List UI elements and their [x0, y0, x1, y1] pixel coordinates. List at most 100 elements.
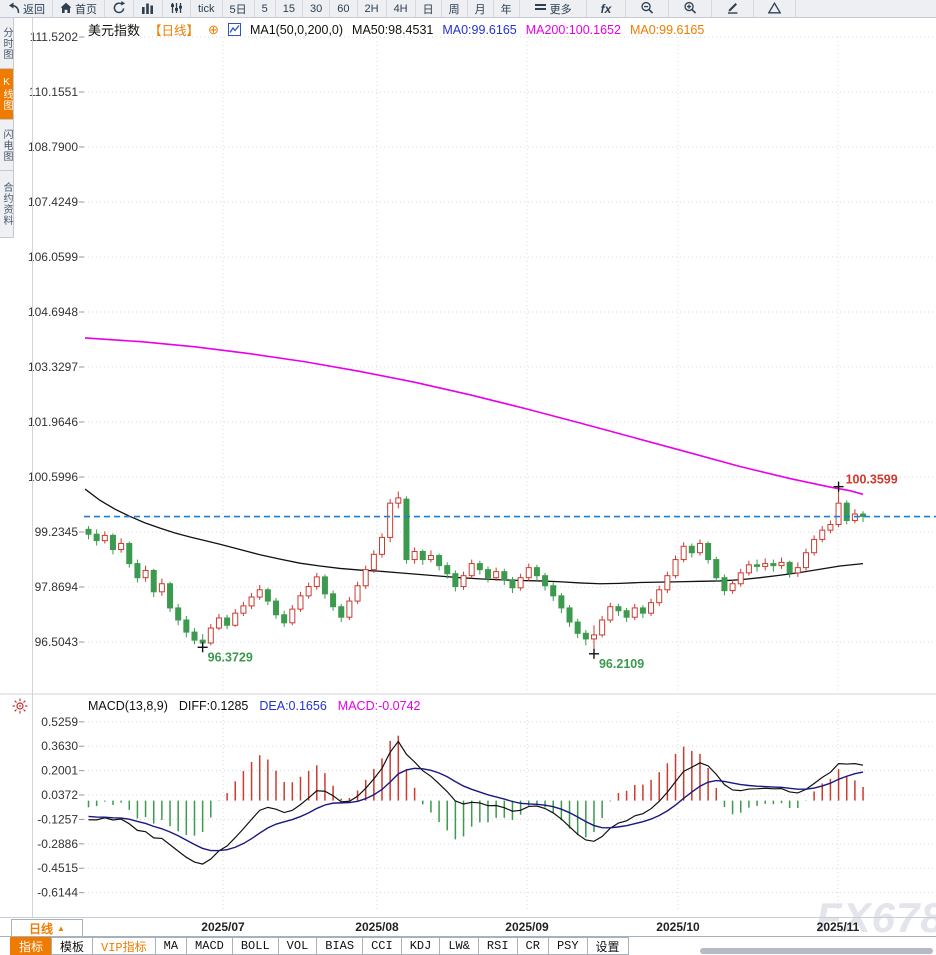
indicator-filter-button[interactable]	[163, 0, 191, 17]
candle-body	[395, 497, 402, 504]
timeframe-month[interactable]: 月	[468, 0, 494, 17]
extreme-annotation: 96.3729	[208, 650, 253, 664]
tab-bias[interactable]: BIAS	[316, 937, 364, 955]
xaxis-label: 2025/10	[656, 920, 700, 934]
add-overlay-icon[interactable]: ⊕	[208, 22, 219, 37]
home-button[interactable]: 首页	[53, 0, 105, 17]
sidebar-item-lightning-chart[interactable]: 闪电图	[0, 120, 13, 171]
zoom-in-icon	[683, 1, 697, 16]
candle-body	[101, 534, 108, 542]
tab-vip-indicator[interactable]: VIP指标	[92, 937, 156, 955]
more-button-label: 更多	[549, 3, 572, 16]
candle-body	[811, 538, 818, 554]
macd-hist-value: MACD:-0.0742	[337, 699, 421, 713]
macd-diff-line	[88, 740, 864, 865]
ma50-value: MA50:98.4531	[352, 22, 434, 37]
candle-body	[126, 542, 133, 565]
candle-body	[305, 586, 312, 597]
indicator-sun-icon[interactable]	[11, 697, 29, 720]
candle-body	[737, 572, 744, 585]
draw-button[interactable]	[712, 0, 755, 17]
tab-cr[interactable]: CR	[516, 937, 549, 955]
macd-axis-label: -0.2886	[37, 837, 78, 851]
timeframe-2h[interactable]: 2H	[358, 0, 387, 17]
pattern-button[interactable]	[754, 0, 797, 17]
timeframe-5-label: 5	[261, 2, 268, 15]
sidebar-item-kline-chart[interactable]: K线图	[0, 69, 13, 120]
candle-body	[207, 627, 214, 644]
candle-body	[167, 583, 174, 609]
sidebar-item-contract-info[interactable]: 合约资料	[0, 171, 13, 238]
macd-header: MACD(13,8,9) DIFF:0.1285 DEA:0.1656 MACD…	[88, 699, 420, 713]
candle-body	[582, 632, 589, 640]
timeframe-tick[interactable]: tick	[191, 0, 223, 17]
back-button[interactable]: 返回	[0, 0, 53, 17]
tab-template[interactable]: 模板	[51, 937, 94, 955]
candle-body	[427, 555, 434, 561]
candle-body	[656, 589, 663, 604]
tab-rsi[interactable]: RSI	[477, 937, 518, 955]
timeframe-15[interactable]: 15	[276, 0, 303, 17]
formula-fx-icon: fx	[600, 1, 612, 16]
candle-body	[403, 498, 410, 561]
timeframe-year[interactable]: 年	[494, 0, 520, 17]
candle-body	[574, 621, 581, 634]
tab-psy[interactable]: PSY	[547, 937, 588, 955]
tab-ma[interactable]: MA	[154, 937, 188, 955]
macd-axis-label: -0.6144	[37, 886, 78, 900]
candle-body	[191, 631, 198, 641]
candle-body	[118, 542, 125, 550]
timeframe-5[interactable]: 5	[255, 0, 276, 17]
timeframe-tick-label: tick	[198, 2, 215, 15]
horizontal-scrollbar[interactable]	[700, 948, 933, 954]
tab-kdj[interactable]: KDJ	[400, 937, 441, 955]
sidebar-item-time-chart[interactable]: 分时图	[0, 18, 13, 69]
candle-body	[607, 606, 614, 621]
timeframe-30[interactable]: 30	[303, 0, 331, 17]
timeframe-day[interactable]: 日	[416, 0, 442, 17]
macd-dea-value: DEA:0.1656	[259, 699, 327, 713]
ma0-value-blue: MA0:99.6165	[442, 22, 517, 37]
formula-button[interactable]: fx	[587, 0, 627, 17]
candle-body	[444, 565, 451, 575]
chart-type-button[interactable]	[134, 0, 163, 17]
ma200-value: MA200:100.1652	[525, 22, 621, 37]
zoom-in-button[interactable]	[669, 0, 713, 17]
tab-lwr[interactable]: LW&	[439, 937, 479, 955]
period-selector[interactable]: 日线 ▲	[11, 919, 83, 937]
timeframe-60[interactable]: 60	[330, 0, 358, 17]
candle-body	[330, 593, 337, 608]
tab-boll[interactable]: BOLL	[231, 937, 279, 955]
timeframe-30-label: 30	[310, 2, 323, 15]
ma200-line	[84, 337, 864, 496]
candle-body	[672, 559, 679, 577]
candle-body	[762, 563, 769, 567]
kline-mini-icon[interactable]	[227, 23, 241, 36]
tab-indicator[interactable]: 指标	[10, 937, 53, 955]
candle-body	[566, 607, 573, 623]
refresh-button[interactable]	[105, 0, 134, 17]
candle-body	[525, 567, 532, 579]
candle-body	[835, 502, 842, 526]
price-axis-label: 106.0599	[28, 250, 78, 264]
timeframe-4h[interactable]: 4H	[387, 0, 416, 17]
tab-cci[interactable]: CCI	[362, 937, 402, 955]
tab-vol[interactable]: VOL	[277, 937, 318, 955]
more-button[interactable]: 更多	[520, 0, 587, 17]
zoom-out-button[interactable]	[626, 0, 670, 17]
candle-body	[688, 545, 695, 554]
tab-settings[interactable]: 设置	[586, 937, 629, 955]
xaxis-label: 2025/09	[505, 920, 549, 934]
tab-macd[interactable]: MACD	[186, 937, 233, 955]
candle-body	[517, 577, 524, 589]
candle-body	[387, 502, 394, 538]
candle-body	[362, 569, 369, 587]
candle-body	[134, 563, 141, 579]
timeframe-5d[interactable]: 5日	[223, 0, 255, 17]
candle-body	[484, 569, 491, 579]
candle-body	[224, 617, 231, 626]
timeframe-week[interactable]: 周	[442, 0, 468, 17]
chevron-up-icon: ▲	[57, 923, 65, 933]
candle-body	[615, 606, 622, 612]
